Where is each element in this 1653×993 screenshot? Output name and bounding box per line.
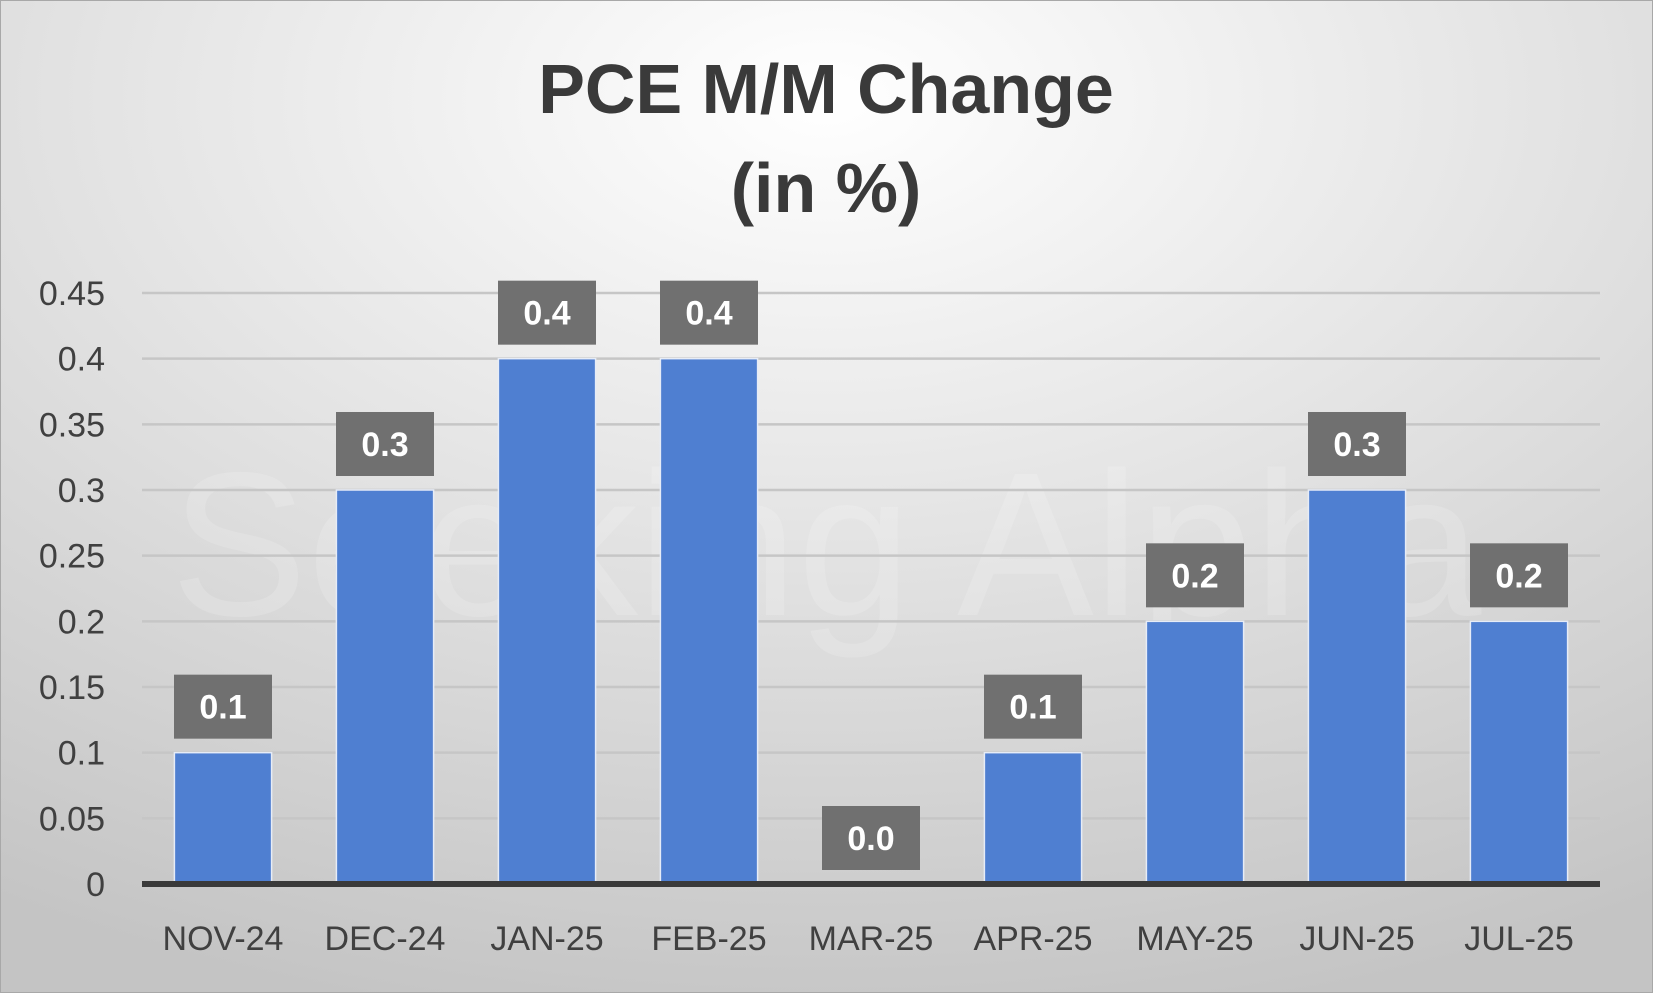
y-tick-label: 0.45 [39,275,105,313]
data-label-box [660,280,758,345]
data-label-box [498,280,596,345]
y-tick-label: 0.3 [58,472,105,510]
data-label: 0.4 [498,280,596,345]
bar-jun-25 [1307,489,1407,885]
data-label-box [174,674,272,739]
data-label-text: 0.1 [1009,689,1056,727]
data-label-box [336,412,434,476]
bars [173,357,1569,885]
data-label-text: 0.4 [523,295,570,333]
y-axis-ticks: 0 0.05 0.1 0.15 0.2 0.25 0.3 0.35 0.4 0.45 [39,275,105,904]
bar-dec-24 [335,489,435,885]
y-tick-label: 0 [86,866,105,904]
data-label: 0.1 [174,674,272,739]
bar-apr-25 [983,751,1083,885]
data-label: 0.2 [1146,543,1244,608]
y-tick-label: 0.05 [39,800,105,838]
bar-nov-24 [173,751,273,885]
y-tick-label: 0.2 [58,603,105,641]
chart-subtitle: (in %) [731,149,922,227]
data-label-text: 0.4 [685,295,732,333]
y-tick-label: 0.25 [39,538,105,576]
data-label-text: 0.1 [199,689,246,727]
data-label: 0.0 [822,806,920,870]
data-label-text: 0.3 [361,426,408,464]
x-category-label: APR-25 [973,920,1092,958]
x-category-label: JUL-25 [1464,920,1574,958]
data-label-box [822,806,920,870]
data-label-box [984,674,1082,739]
y-tick-label: 0.35 [39,406,105,444]
x-category-label: JUN-25 [1299,920,1414,958]
data-label: 0.1 [984,674,1082,739]
x-axis-categories: NOV-24 DEC-24 JAN-25 FEB-25 MAR-25 APR-25 MAY-… [163,920,1574,958]
x-category-label: NOV-24 [163,920,284,958]
data-label-text: 0.2 [1171,557,1218,595]
data-label: 0.3 [1308,412,1406,476]
x-category-label: JAN-25 [490,920,603,958]
y-tick-label: 0.4 [58,341,105,379]
x-category-label: MAY-25 [1136,920,1253,958]
x-category-label: DEC-24 [325,920,446,958]
data-label-box [1470,543,1568,608]
data-label: 0.3 [336,412,434,476]
data-label-text: 0.2 [1495,557,1542,595]
data-label-text: 0.3 [1333,426,1380,464]
data-labels: 0.1 0.3 0.4 0.4 0.0 0.1 0.2 0.3 0.2 [174,280,1568,870]
bar-may-25 [1145,620,1245,885]
bar-jul-25 [1469,620,1569,885]
data-label: 0.2 [1470,543,1568,608]
bar-jan-25 [497,357,597,885]
data-label: 0.4 [660,280,758,345]
data-label-box [1146,543,1244,608]
bar-feb-25 [659,357,759,885]
data-label-text: 0.0 [847,820,894,858]
x-category-label: MAR-25 [809,920,934,958]
chart-title: PCE M/M Change [538,50,1114,128]
x-category-label: FEB-25 [651,920,766,958]
y-tick-label: 0.15 [39,669,105,707]
y-tick-label: 0.1 [58,735,105,773]
data-label-box [1308,412,1406,476]
